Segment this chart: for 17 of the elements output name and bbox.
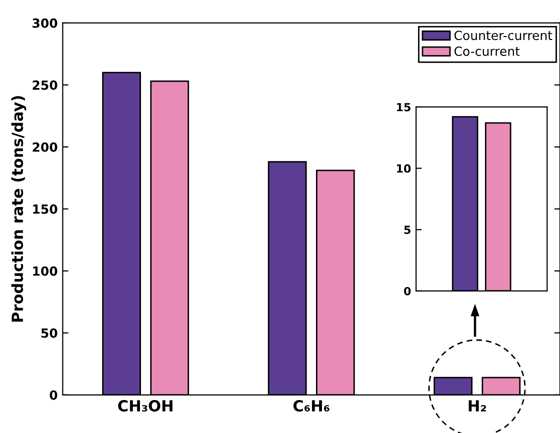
- y-tick-label: 300: [32, 18, 58, 28]
- y-tick-label: 250: [32, 80, 58, 90]
- y-tick-label: 0: [404, 286, 411, 296]
- y-tick-label: 0: [50, 390, 58, 400]
- y-tick-label: 15: [397, 103, 410, 112]
- x-tick-label: H₂: [468, 400, 486, 412]
- y-tick-label: 100: [33, 266, 58, 276]
- y-tick-label: 200: [32, 142, 58, 152]
- y-tick-label: 5: [404, 226, 410, 234]
- y-axis-title: Production rate (tons/day): [11, 96, 26, 322]
- legend-label: Counter-current: [454, 30, 552, 40]
- y-tick-label: 10: [397, 164, 411, 173]
- x-tick-label: CH₃OH: [118, 400, 172, 412]
- y-tick-label: 50: [41, 328, 58, 338]
- legend-label: Co-current: [454, 46, 520, 56]
- x-tick-label: C₆H₆: [293, 400, 330, 412]
- y-tick-label: 150: [33, 204, 58, 214]
